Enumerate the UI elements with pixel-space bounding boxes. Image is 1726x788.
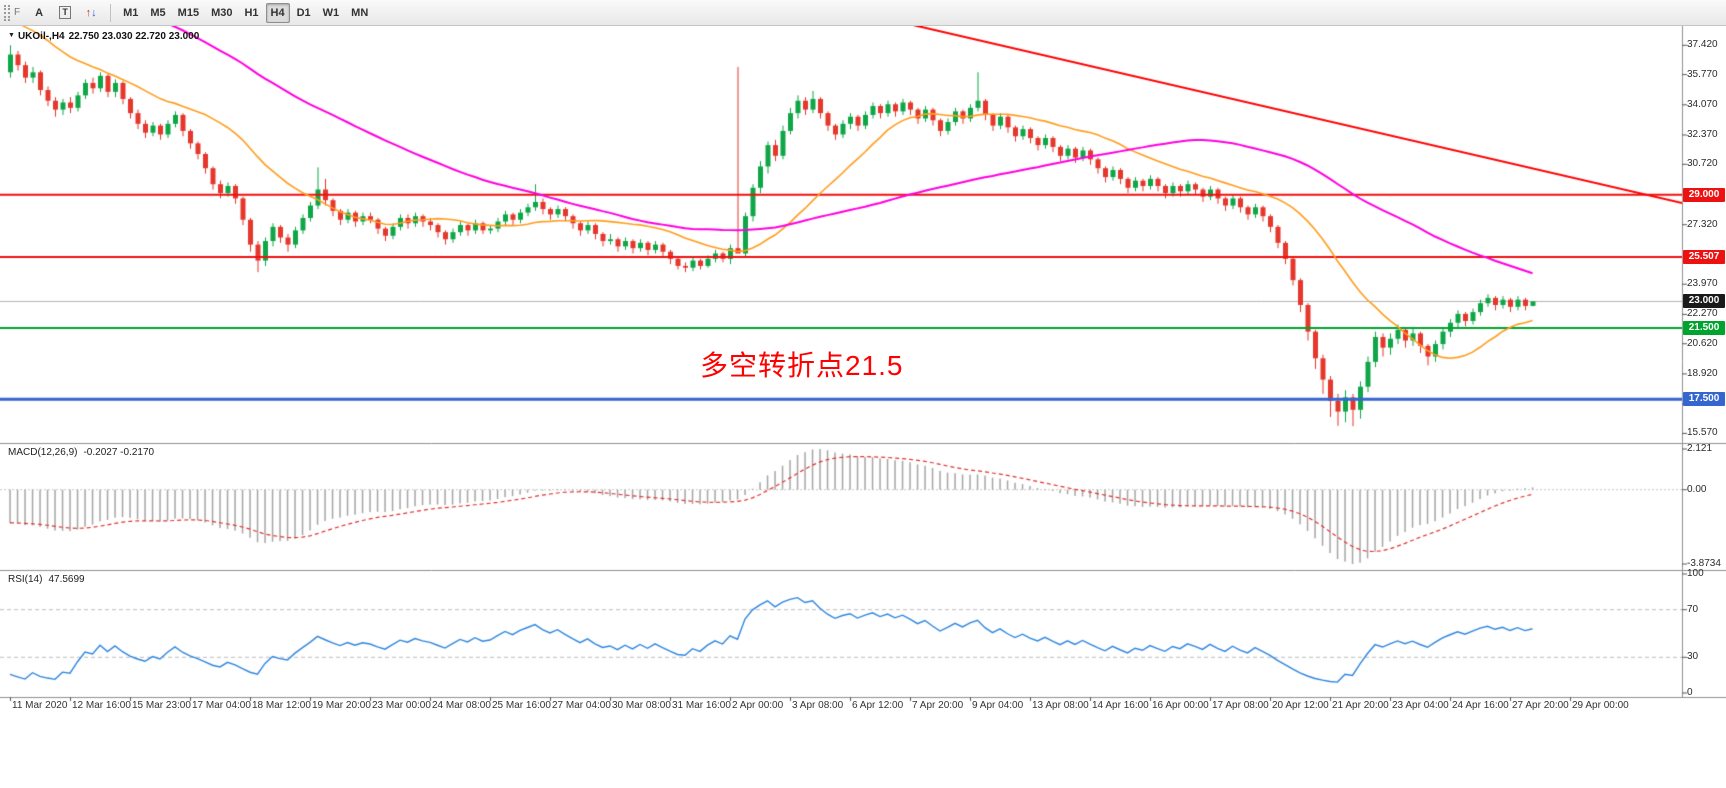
macd-indicator-label: MACD(12,26,9) -0.2027 -0.2170 bbox=[8, 447, 160, 458]
price-axis-label: 30.720 bbox=[1687, 158, 1718, 170]
toolbar: F A T ↑ ↓ M1 M5 M15 M30 H1 H4 D1 W1 MN bbox=[0, 0, 1726, 26]
time-axis-label: 17 Mar 04:00 bbox=[192, 700, 251, 711]
toolbar-f-label: F bbox=[14, 7, 21, 18]
price-axis-label: 32.370 bbox=[1687, 129, 1718, 140]
time-axis-label: 24 Mar 08:00 bbox=[432, 700, 491, 711]
label-frame-button[interactable]: T bbox=[53, 3, 77, 23]
symbol-marker-icon: ▼ bbox=[8, 32, 15, 39]
timeframe-button-M15[interactable]: M15 bbox=[177, 6, 200, 19]
time-axis-label: 21 Apr 20:00 bbox=[1332, 700, 1389, 711]
time-axis-label: 24 Apr 16:00 bbox=[1452, 700, 1509, 711]
time-axis-label: 20 Apr 12:00 bbox=[1272, 700, 1329, 711]
price-line-label-25.507: 25.507 bbox=[1683, 249, 1725, 264]
macd-axis-label: 2.121 bbox=[1687, 443, 1713, 454]
time-axis-label: 23 Mar 00:00 bbox=[372, 700, 431, 711]
price-axis-label: 35.770 bbox=[1687, 68, 1718, 80]
price-axis-label: 37.420 bbox=[1687, 39, 1718, 51]
timeframe-button-H4[interactable]: H4 bbox=[265, 2, 290, 23]
rsi-axis-label: 100 bbox=[1687, 568, 1704, 579]
price-axis-label: 20.620 bbox=[1687, 337, 1718, 349]
toolbar-divider bbox=[110, 3, 112, 22]
time-axis-label: 16 Apr 00:00 bbox=[1152, 700, 1209, 711]
rsi-axis-label: 30 bbox=[1687, 651, 1699, 663]
timeframes-group: M1 M5 M15 M30 H1 H4 D1 W1 MN bbox=[117, 2, 374, 23]
arrow-tool-button[interactable]: ↑ ↓ bbox=[85, 6, 97, 19]
text-tool-button[interactable]: A bbox=[35, 6, 44, 19]
time-axis-label: 27 Apr 20:00 bbox=[1512, 700, 1569, 711]
time-axis-label: 17 Apr 08:00 bbox=[1212, 700, 1269, 711]
timeframe-button-M30[interactable]: M30 bbox=[211, 6, 233, 19]
price-line-label-21.500: 21.500 bbox=[1683, 321, 1725, 336]
time-axis-label: 7 Apr 20:00 bbox=[912, 700, 964, 711]
timeframe-button-W1[interactable]: W1 bbox=[322, 6, 340, 19]
time-axis-label: 23 Apr 04:00 bbox=[1392, 700, 1449, 711]
timeframe-button-M5[interactable]: M5 bbox=[150, 6, 166, 19]
chart-canvas[interactable] bbox=[0, 26, 1726, 788]
price-axis-label: 18.920 bbox=[1687, 367, 1718, 379]
time-axis-label: 3 Apr 08:00 bbox=[792, 700, 844, 711]
time-axis-label: 15 Mar 23:00 bbox=[132, 700, 191, 711]
time-axis-label: 12 Mar 16:00 bbox=[72, 700, 131, 711]
ohlc-values: 22.750 23.030 22.720 23.000 bbox=[68, 31, 200, 42]
timeframe-button-MN[interactable]: MN bbox=[351, 6, 369, 19]
timeframe-button-D1[interactable]: D1 bbox=[296, 6, 311, 19]
timeframe-button-H1[interactable]: H1 bbox=[244, 6, 259, 19]
price-axis-label: 23.970 bbox=[1687, 278, 1718, 290]
rsi-value: 47.5699 bbox=[48, 574, 85, 585]
timeframe-button-M1[interactable]: M1 bbox=[123, 6, 139, 19]
time-axis-label: 19 Mar 20:00 bbox=[312, 700, 371, 711]
time-axis-label: 31 Mar 16:00 bbox=[672, 700, 731, 711]
time-axis-label: 13 Apr 08:00 bbox=[1032, 700, 1089, 711]
macd-values: -0.2027 -0.2170 bbox=[83, 447, 155, 458]
time-axis-label: 18 Mar 12:00 bbox=[252, 700, 311, 711]
macd-axis-label: 0.00 bbox=[1687, 483, 1707, 495]
price-axis-label: 34.070 bbox=[1687, 98, 1718, 110]
price-line-label-29.000: 29.000 bbox=[1683, 187, 1725, 202]
annotation-text: 多空转折点21.5 bbox=[700, 350, 904, 381]
time-axis-label: 11 Mar 2020 bbox=[12, 700, 68, 711]
price-axis-label: 22.270 bbox=[1687, 308, 1718, 320]
price-line-label-17.500: 17.500 bbox=[1683, 392, 1725, 407]
drawing-tools-group: A T ↑ ↓ bbox=[26, 3, 104, 23]
time-axis-label: 6 Apr 12:00 bbox=[852, 700, 904, 711]
time-axis-label: 25 Mar 16:00 bbox=[492, 700, 551, 711]
rsi-axis-label: 70 bbox=[1687, 603, 1699, 615]
time-axis-label: 30 Mar 08:00 bbox=[612, 700, 671, 711]
time-axis-label: 2 Apr 00:00 bbox=[732, 700, 784, 711]
toolbar-grip-handle[interactable] bbox=[4, 4, 10, 21]
symbol-info-line: ▼ UKOil-,H4 22.750 23.030 22.720 23.000 bbox=[8, 31, 203, 42]
rsi-title: RSI(14) bbox=[8, 574, 43, 585]
price-line-label-23.000: 23.000 bbox=[1683, 294, 1725, 309]
time-axis-label: 27 Mar 04:00 bbox=[552, 700, 611, 711]
time-axis-label: 9 Apr 04:00 bbox=[972, 700, 1024, 711]
macd-title: MACD(12,26,9) bbox=[8, 447, 78, 458]
price-axis-label: 27.320 bbox=[1687, 218, 1718, 230]
price-axis-label: 15.570 bbox=[1687, 427, 1718, 439]
time-axis-label: 14 Apr 16:00 bbox=[1092, 700, 1149, 711]
rsi-indicator-label: RSI(14) 47.5699 bbox=[8, 574, 91, 585]
symbol-period-label: UKOil-,H4 bbox=[17, 31, 65, 42]
macd-axis-label: -3.8734 bbox=[1687, 558, 1721, 569]
rsi-axis-label: 0 bbox=[1687, 687, 1693, 698]
time-axis-label: 29 Apr 00:00 bbox=[1572, 700, 1629, 711]
